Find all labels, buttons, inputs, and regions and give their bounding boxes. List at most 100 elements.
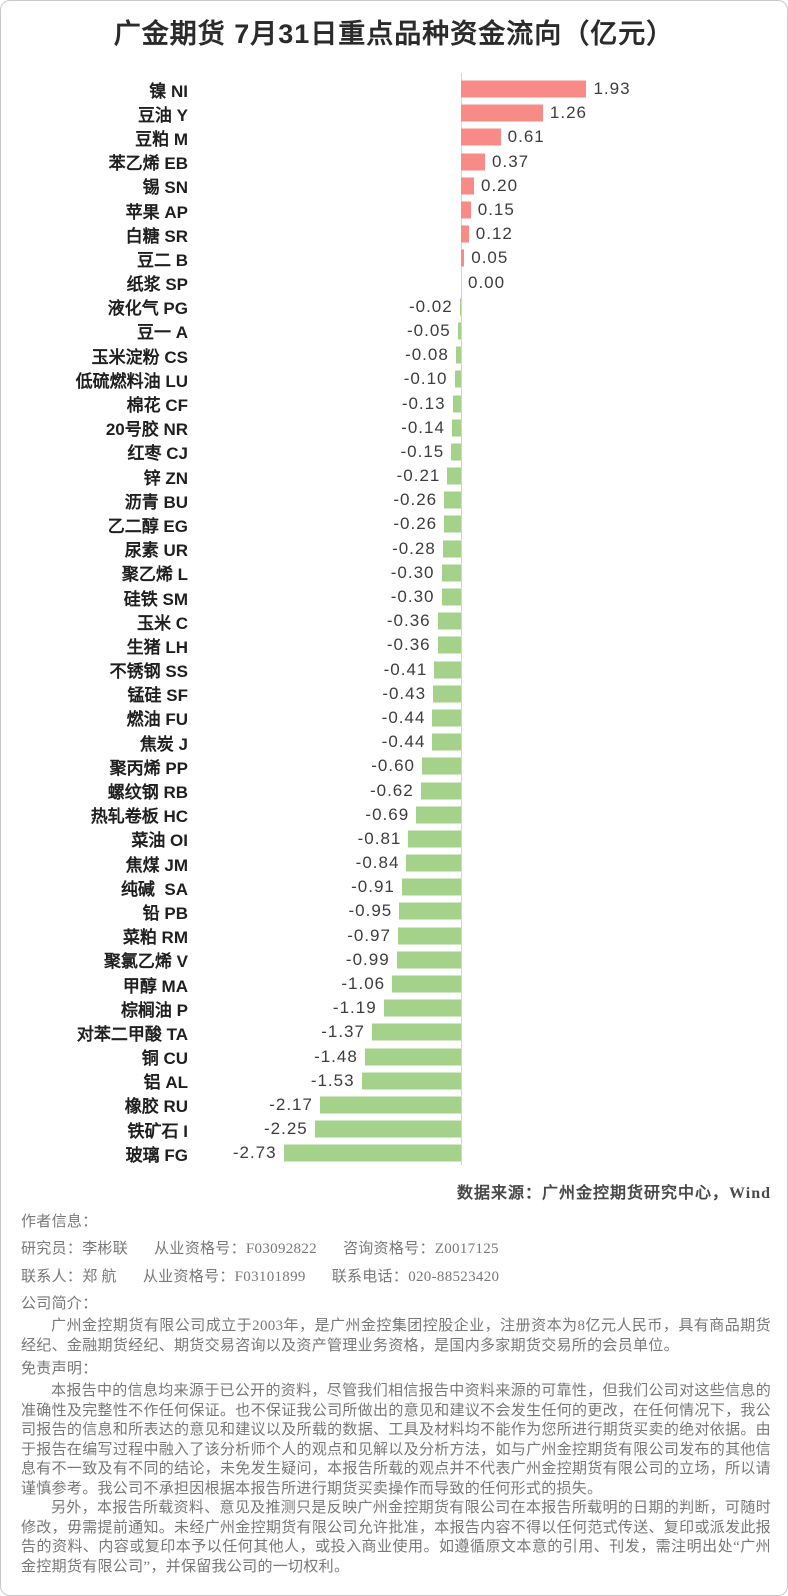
category-label: 低硫燃料油 LU [75,371,188,391]
value-label: -1.19 [332,998,377,1018]
category-label: 尿素 UR [124,541,188,561]
positive-bar [461,153,486,171]
value-label: -0.21 [396,466,441,486]
chart-row: 红枣 CJ -0.15 [1,440,787,464]
value-label: -0.08 [405,345,449,365]
category-label: 豆粕 M [135,129,188,149]
category-label: 棉花 CF [126,396,188,416]
positive-bar [461,249,465,267]
negative-bar [432,733,461,751]
plot-area: 1.26 [188,101,787,125]
plot-area: -0.02 [188,295,787,319]
data-source-note: 数据来源：广州金控期货研究中心，Wind [457,1185,771,1203]
value-label: 0.20 [481,175,519,195]
chart-row: 棕榈油 P -1.19 [1,996,787,1020]
value-label: -0.44 [381,707,426,727]
negative-bar [408,830,461,848]
value-label: -0.43 [382,683,427,703]
plot-area: -0.08 [188,343,787,367]
category-label: 锌 ZN [143,468,188,488]
chart-row: 对苯二甲酸 TA -1.37 [1,1020,787,1044]
category-label: 红枣 CJ [127,444,188,464]
negative-bar [416,806,461,824]
category-label: 锡 SN [142,178,188,198]
chart-row: 菜油 OI -0.81 [1,827,787,851]
category-label: 沥青 BU [124,492,188,512]
negative-bar [437,612,461,630]
chart-row: 豆油 Y 1.26 [1,101,787,125]
plot-area: -0.14 [188,416,787,440]
value-label: 0.12 [475,224,513,244]
plot-area: -0.05 [188,319,787,343]
value-label: -0.69 [365,804,410,824]
plot-area: -0.95 [188,899,787,923]
negative-bar [401,878,461,896]
plot-area: 0.05 [188,246,787,270]
negative-bar [437,636,461,654]
plot-area: -0.43 [188,682,787,706]
chart-row: 豆粕 M 0.61 [1,125,787,149]
plot-area: -0.69 [188,803,787,827]
value-label: 0.37 [492,151,530,171]
value-label: -0.05 [407,320,451,340]
chart-row: 豆一 A -0.05 [1,319,787,343]
chart-row: 白糖 SR 0.12 [1,222,787,246]
plot-area: -0.10 [188,367,787,391]
value-label: -0.14 [401,417,445,437]
category-label: 纯碱 SA [120,879,188,899]
zero-axis-line [461,73,462,1166]
negative-bar [455,346,461,364]
value-label: -0.84 [355,853,400,873]
negative-bar [451,419,461,437]
positive-bar [461,104,543,122]
category-label: 铁矿石 I [127,1121,188,1141]
chart-row: 锡 SN 0.20 [1,174,787,198]
chart-row: 铜 CU -1.48 [1,1045,787,1069]
category-label: 乙二醇 EG [107,516,188,536]
negative-bar [457,322,461,340]
plot-area: -0.26 [188,512,787,536]
category-label: 聚乙烯 L [121,565,188,585]
category-label: 热轧卷板 HC [90,807,188,827]
value-label: -0.30 [390,562,435,582]
negative-bar [314,1120,461,1138]
category-label: 白糖 SR [125,226,188,246]
plot-area: -0.99 [188,948,787,972]
negative-bar [364,1048,461,1066]
negative-bar [442,540,461,558]
researcher-advisory-license: 咨询资格号：Z0017125 [342,1241,499,1258]
plot-area: -2.17 [188,1093,787,1117]
chart-row: 聚氯乙烯 V -0.99 [1,948,787,972]
category-label: 聚丙烯 PP [109,758,188,778]
negative-bar [399,902,461,920]
category-label: 焦煤 JM [125,855,188,875]
disclaimer-paragraph-1: 本报告中的信息均来源于已公开的资料，尽管我们相信报告中资料来源的可靠性，但我们公… [21,1383,771,1497]
chart-row: 生猪 LH -0.36 [1,633,787,657]
chart-row: 纯碱 SA -0.91 [1,875,787,899]
disclaimer-paragraph-2: 另外，本报告所载资料、意见及推测只是反映广州金控期货有限公司在本报告所载明的日期… [21,1500,771,1575]
plot-area: -2.73 [188,1141,787,1165]
plot-area: -1.53 [188,1069,787,1093]
plot-area: -0.84 [188,851,787,875]
value-label: -0.15 [400,441,445,461]
value-label: -1.48 [314,1046,358,1066]
category-label: 豆二 B [137,250,188,270]
category-label: 燃油 FU [126,710,188,730]
positive-bar [461,80,587,98]
chart-row: 镍 NI 1.93 [1,77,787,101]
value-label: 0.00 [468,272,506,292]
contact-phone: 联系电话：020-88523420 [331,1269,500,1286]
negative-bar [441,588,461,606]
chart-rows: 镍 NI 1.93 豆油 Y 1.26 豆粕 M 0.61 苯乙烯 EB 0.37 锡 SN 0.… [1,77,787,1165]
chart-row: 热轧卷板 HC -0.69 [1,803,787,827]
chart-row: 聚丙烯 PP -0.60 [1,754,787,778]
value-label: -0.26 [393,490,438,510]
chart-row: 燃油 FU -0.44 [1,706,787,730]
chart-row: 棉花 CF -0.13 [1,391,787,415]
researcher-name: 研究员：李彬联 [21,1241,129,1258]
chart-row: 苹果 AP 0.15 [1,198,787,222]
chart-row: 玉米 C -0.36 [1,609,787,633]
negative-bar [444,491,461,509]
value-label: 0.61 [507,127,545,147]
